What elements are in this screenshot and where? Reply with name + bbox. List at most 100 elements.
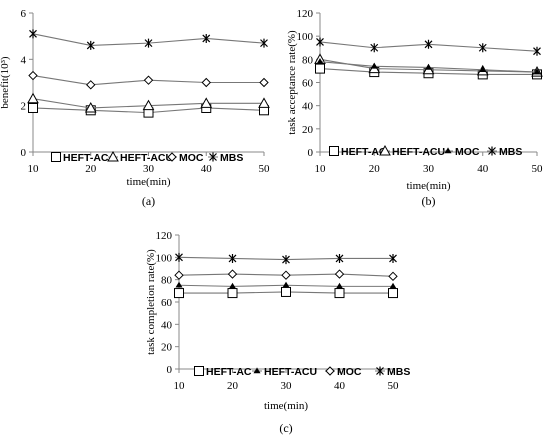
data-point (478, 43, 487, 53)
x-axis-title: time(min) (264, 400, 308, 412)
series-moc (28, 70, 269, 90)
legend-label: MOC (455, 146, 480, 158)
series-mbs (29, 29, 268, 50)
series-mbs (316, 37, 541, 56)
chart-0: 0 2 4 6 10 20 30 40 50 time(min) benefit(10³) HEFT-… (0, 8, 270, 208)
data-point (27, 92, 39, 104)
data-point (143, 75, 154, 85)
data-point (174, 288, 184, 299)
legend-marker (376, 366, 384, 376)
data-point (227, 269, 238, 279)
y-tick-label: 60 (302, 78, 314, 90)
legend-marker (329, 146, 339, 156)
y-tick-label: 20 (302, 124, 314, 136)
y-tick-label: 40 (302, 101, 314, 113)
y-tick-label: 40 (161, 319, 173, 331)
y-tick-label: 0 (167, 364, 173, 376)
data-point (424, 39, 433, 49)
data-point (424, 63, 433, 70)
y-tick-label: 2 (21, 101, 27, 113)
y-tick-label: 0 (308, 147, 314, 159)
chart-caption: (a) (142, 194, 155, 208)
data-point (533, 46, 541, 56)
series-heft-ac (174, 286, 398, 299)
legend-marker (253, 367, 261, 374)
y-tick-label: 4 (21, 54, 27, 66)
data-point (334, 269, 345, 279)
x-axis-title: time(min) (407, 180, 451, 192)
x-tick-label: 30 (281, 380, 293, 392)
data-point (316, 37, 324, 47)
data-point (388, 288, 398, 299)
y-tick-label: 6 (21, 8, 27, 20)
legend: HEFT-AC HEFT-ACU MOC MBS (51, 150, 243, 164)
data-point (227, 288, 238, 299)
x-tick-label: 10 (174, 380, 186, 392)
y-axis-title: task acceptance rate(%) (286, 30, 298, 135)
y-axis-title: task completion rate(%) (145, 249, 157, 355)
series-mbs (175, 252, 397, 265)
data-point (258, 97, 270, 108)
data-point (200, 97, 213, 108)
x-tick-label: 40 (201, 163, 213, 175)
data-point (533, 68, 541, 75)
data-point (28, 70, 38, 81)
x-tick-label: 10 (28, 163, 40, 175)
y-tick-label: 20 (161, 342, 173, 354)
data-point (86, 80, 96, 90)
y-tick-label: 100 (297, 31, 314, 43)
data-point (201, 77, 211, 88)
legend-label: MOC (179, 152, 204, 164)
data-point (174, 270, 184, 280)
data-point (388, 271, 398, 282)
y-tick-label: 100 (156, 252, 173, 264)
x-axis-title: time(min) (127, 176, 171, 188)
chart-caption: (c) (279, 421, 292, 435)
x-tick-label: 10 (315, 163, 327, 175)
x-tick-label: 20 (227, 380, 239, 392)
data-point (389, 282, 397, 289)
data-point (334, 288, 345, 299)
legend-marker (209, 152, 217, 162)
data-point (175, 252, 183, 262)
legend-marker (167, 152, 177, 162)
chart-caption: (b) (422, 194, 436, 208)
legend-marker (325, 366, 335, 376)
x-tick-label: 50 (259, 163, 271, 175)
data-point (370, 43, 379, 53)
series-heft-acu (175, 281, 397, 289)
legend-label: HEFT-AC (341, 146, 387, 158)
x-tick-label: 50 (388, 380, 400, 392)
legend-marker (194, 366, 204, 376)
data-point (315, 63, 325, 74)
legend-label: MBS (220, 152, 243, 164)
x-tick-label: 40 (477, 163, 489, 175)
data-point (281, 286, 291, 297)
legend-label: HEFT-AC (206, 366, 252, 378)
legend-marker (51, 152, 61, 162)
legend-label: MBS (499, 146, 522, 158)
data-point (144, 38, 153, 48)
legend: HEFT-AC HEFT-ACU MOC MBS (194, 366, 410, 378)
legend-label: MOC (337, 366, 362, 378)
data-point (479, 66, 487, 73)
x-tick-label: 20 (85, 163, 97, 175)
y-tick-label: 80 (161, 275, 173, 287)
y-tick-label: 60 (161, 297, 173, 309)
x-tick-label: 50 (532, 163, 544, 175)
chart-2: 0 20 40 60 80 100 120 10 20 30 40 50 time(min) task c… (145, 230, 410, 435)
legend-label: HEFT-AC (63, 152, 109, 164)
data-point (228, 253, 237, 263)
y-tick-label: 120 (156, 230, 173, 242)
x-tick-label: 20 (369, 163, 381, 175)
data-point (389, 253, 397, 263)
data-point (29, 29, 37, 39)
data-point (86, 40, 95, 50)
data-point (142, 99, 155, 111)
y-axis-title: benefit(10³) (0, 56, 11, 109)
legend: HEFT-AC HEFT-ACU MOC MBS (329, 144, 522, 158)
legend-marker (488, 146, 496, 156)
data-point (282, 255, 290, 265)
data-point (84, 101, 97, 113)
